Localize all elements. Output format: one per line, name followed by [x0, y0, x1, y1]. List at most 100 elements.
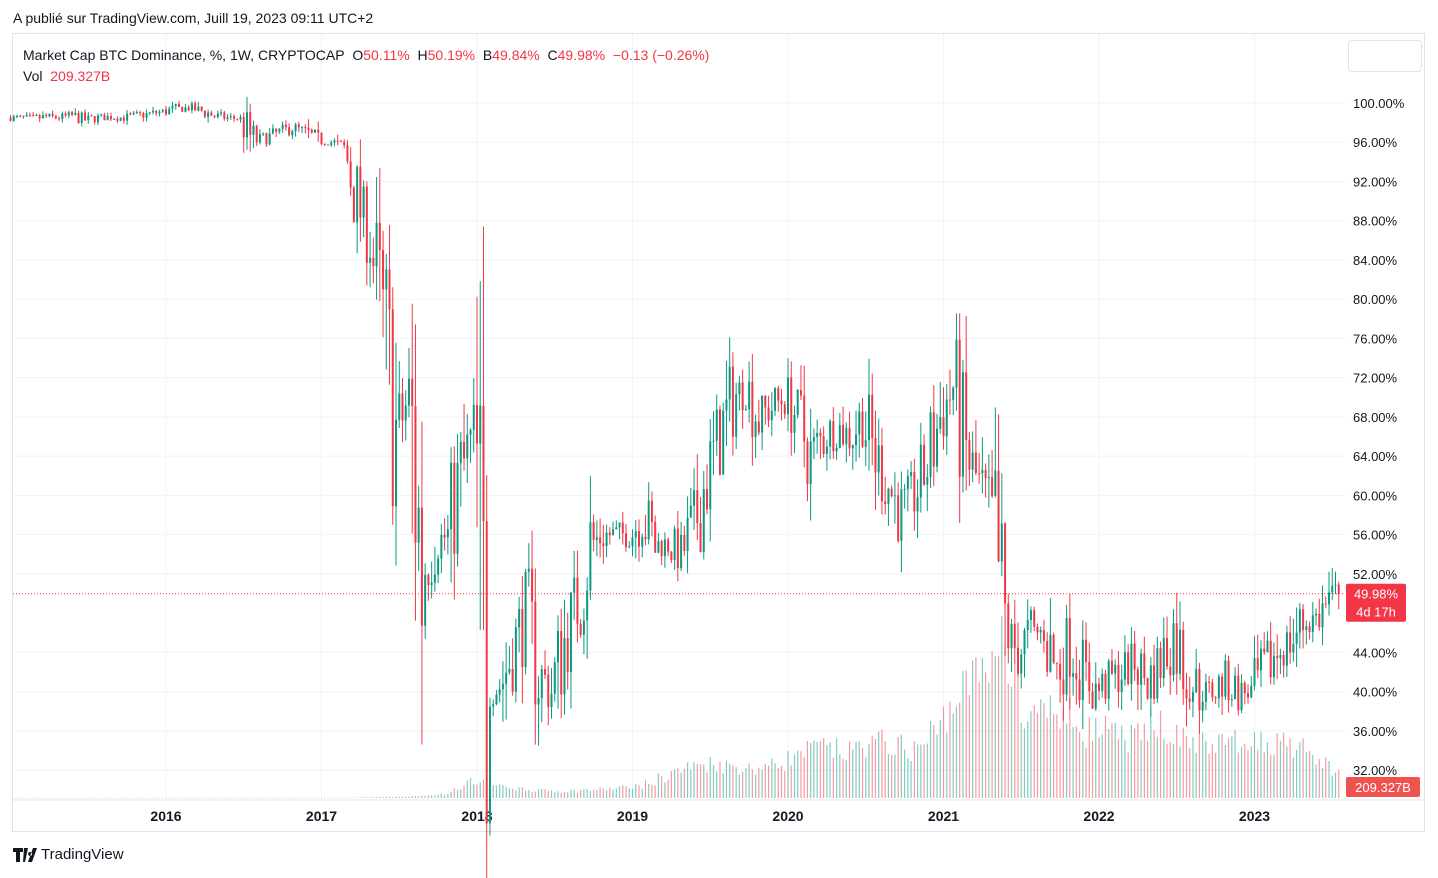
- volume-bar: [1208, 753, 1210, 798]
- candle-body: [816, 432, 819, 438]
- volume-bar: [1014, 664, 1016, 798]
- volume-bar: [1036, 712, 1039, 798]
- volume-bar: [1156, 736, 1158, 798]
- volume-bar: [631, 788, 634, 798]
- volume-bar: [201, 797, 203, 799]
- candle-body: [890, 488, 893, 497]
- candle-body: [395, 419, 398, 507]
- volume-bar: [589, 790, 591, 798]
- volume-bar: [1153, 730, 1155, 798]
- candle-body: [903, 489, 906, 491]
- volume-bar: [262, 797, 264, 799]
- volume-bar: [226, 797, 229, 799]
- volume-bar: [19, 797, 21, 799]
- volume-bar: [9, 797, 12, 799]
- candle-body: [855, 434, 858, 446]
- volume-bar: [1134, 728, 1136, 798]
- candle-body: [871, 394, 874, 439]
- volume-bar: [929, 721, 932, 798]
- candle-body: [1204, 681, 1207, 702]
- volume-bar: [994, 656, 996, 798]
- candle-body: [1321, 603, 1324, 628]
- volume-bar: [654, 785, 656, 798]
- volume-bar: [703, 764, 705, 798]
- volume-bar: [767, 765, 770, 798]
- volume-bar: [230, 797, 232, 799]
- candle-body: [1136, 669, 1139, 685]
- candle-body: [1013, 623, 1016, 648]
- legend-symbol[interactable]: Market Cap BTC Dominance, %, 1W, CRYPTOC…: [23, 47, 345, 63]
- volume-bar: [904, 749, 906, 798]
- candle-body: [122, 117, 125, 121]
- candle-body: [203, 110, 206, 117]
- candle-body: [1120, 679, 1123, 692]
- volume-bar: [333, 797, 336, 799]
- candle-body: [369, 257, 372, 263]
- chart-frame[interactable]: [12, 33, 1425, 832]
- candle-body: [932, 412, 935, 467]
- candle-body: [961, 372, 964, 477]
- volume-bar: [437, 794, 439, 798]
- volume-bar: [913, 741, 915, 798]
- volume-bar: [307, 797, 310, 799]
- volume-bar: [204, 797, 206, 799]
- y-tick-label: 92.00%: [1353, 174, 1398, 189]
- volume-bar: [518, 787, 520, 798]
- candle-body: [566, 638, 569, 673]
- tradingview-logo[interactable]: TradingView: [13, 846, 124, 863]
- candle-body: [404, 405, 407, 421]
- candle-body: [527, 568, 530, 572]
- candle-body: [440, 534, 443, 559]
- volume-bar: [1101, 734, 1103, 798]
- candle-body: [1107, 660, 1110, 699]
- volume-bar: [1234, 729, 1236, 798]
- candle-body: [867, 394, 870, 441]
- candle-body: [229, 116, 232, 118]
- volume-bar: [810, 742, 812, 798]
- volume-bar: [965, 670, 967, 798]
- volume-bar: [126, 797, 128, 799]
- legend-close: 49.98%: [557, 47, 606, 63]
- candle-body: [880, 445, 883, 502]
- volume-bar: [81, 797, 83, 799]
- volume-bar: [61, 797, 63, 799]
- volume-bar: [907, 758, 909, 798]
- candle-body: [1026, 620, 1029, 631]
- volume-bar: [816, 742, 818, 798]
- legend-low: 49.84%: [492, 47, 540, 63]
- volume-bar: [1059, 728, 1061, 798]
- volume-bar: [1114, 722, 1116, 798]
- volume-bar: [26, 797, 28, 799]
- candle-body: [693, 490, 696, 506]
- volume-bar: [926, 743, 928, 798]
- candle-body: [1311, 615, 1314, 633]
- candle-body: [1049, 634, 1052, 672]
- candle-body: [958, 339, 961, 477]
- candle-body: [330, 142, 333, 146]
- candle-body: [858, 411, 861, 435]
- volume-bar: [1211, 744, 1213, 798]
- candle-body: [181, 106, 184, 112]
- candle-body: [485, 521, 488, 824]
- volume-bar: [975, 657, 977, 798]
- volume-bar: [129, 797, 131, 799]
- candle-body: [375, 222, 378, 267]
- candle-body: [1104, 673, 1107, 699]
- candle-body: [132, 112, 135, 115]
- chart-control-button[interactable]: [1348, 40, 1422, 72]
- x-tick-label: 2016: [150, 808, 181, 824]
- candle-body: [495, 694, 498, 705]
- candle-body: [1123, 652, 1126, 680]
- volume-bar: [580, 789, 582, 798]
- volume-bar: [1166, 743, 1168, 798]
- candle-body: [168, 108, 171, 115]
- candle-body: [676, 528, 679, 569]
- candle-body: [777, 388, 780, 401]
- candle-body: [806, 441, 809, 485]
- volume-bar: [677, 768, 679, 798]
- volume-bar: [152, 797, 154, 799]
- candle-body: [476, 405, 478, 444]
- candle-body: [589, 522, 592, 591]
- candle-body: [644, 536, 647, 540]
